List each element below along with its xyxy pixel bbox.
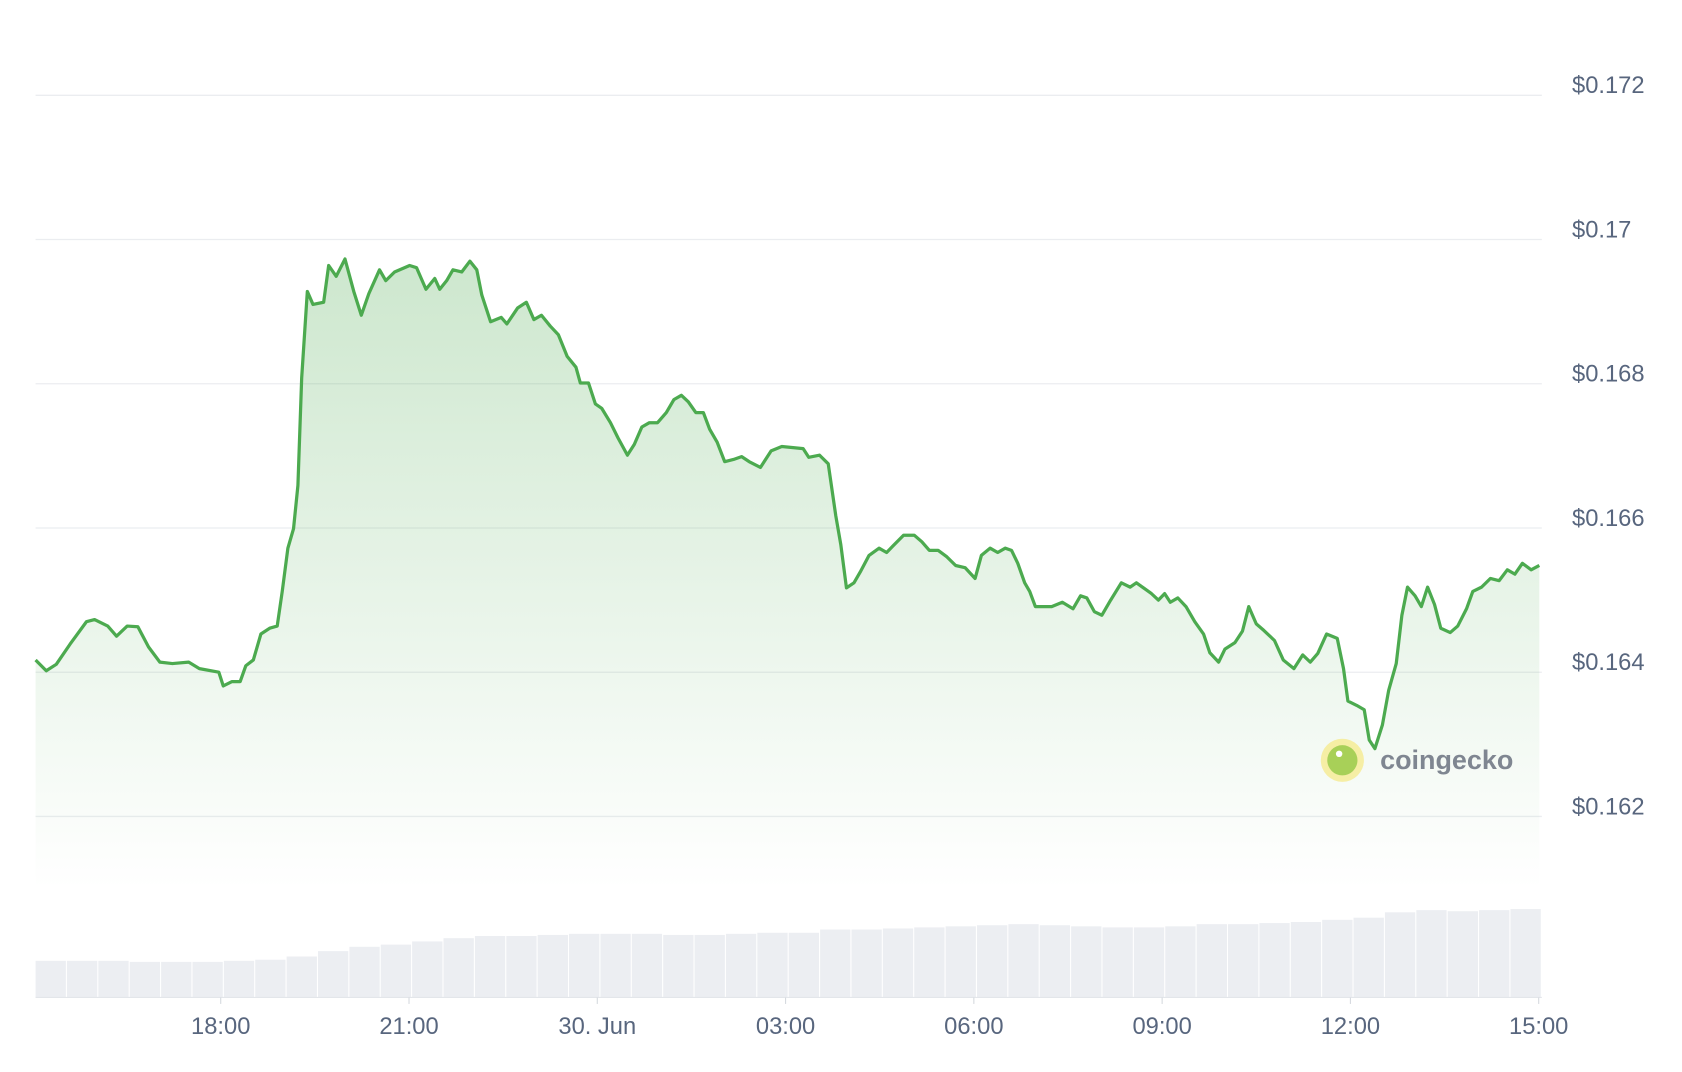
volume-bar [1479,910,1510,998]
x-tick-label: 09:00 [1132,1014,1191,1040]
volume-bar [1510,909,1541,998]
volume-bar [1039,925,1071,998]
volume-bar [474,936,506,998]
volume-bar [223,960,255,998]
volume-bar [443,938,474,998]
volume-bar [1133,927,1165,998]
volume-bar [506,936,537,998]
volume-bar [537,934,568,998]
volume-bar [98,960,129,998]
volume-bar [1008,924,1039,998]
volume-bar [1290,921,1322,998]
volume-bar [1165,926,1196,998]
x-tick-label: 12:00 [1321,1014,1380,1040]
x-tick-label: 03:00 [756,1014,815,1040]
watermark: coingecko [1380,745,1513,775]
y-tick-label: $0.162 [1572,794,1645,820]
volume-bar [914,927,945,998]
volume-bar [1259,923,1290,998]
volume-bar [631,933,663,998]
volume-bar [1102,927,1133,998]
volume-bar [255,959,286,998]
volume-bar [945,926,976,998]
volume-bar [569,933,600,998]
volume-bar [600,933,631,998]
volume-bar [725,933,757,998]
volume-bar [882,928,914,998]
y-tick-label: $0.164 [1572,650,1645,676]
volume-bar [1071,926,1102,998]
volume-bar [380,944,412,998]
volume-bar [1228,924,1259,998]
x-tick-label: 21:00 [379,1014,438,1040]
x-tick-label: 30. Jun [558,1014,636,1040]
volume-bar [286,956,317,998]
volume-bar [976,925,1008,998]
volume-bar [1322,919,1353,998]
y-tick-label: $0.17 [1572,217,1631,243]
volume-bar [35,960,66,998]
volume-bar [1416,910,1447,998]
y-tick-label: $0.166 [1572,506,1645,532]
volume-bar [757,932,788,998]
x-tick-label: 18:00 [191,1014,250,1040]
price-area [35,258,1540,889]
x-tick-label: 15:00 [1509,1014,1568,1040]
volume-bar [318,951,349,998]
volume-bar [851,929,882,998]
volume-bar [1353,917,1384,998]
y-tick-label: $0.172 [1572,73,1645,99]
volume-bar [192,961,223,998]
volume-bar [129,961,161,998]
volume-bar [161,961,192,998]
volume-bar [663,934,694,998]
watermark-logo [1320,738,1364,782]
volume-bar [66,960,98,998]
volume-bar [349,946,380,998]
y-tick-label: $0.168 [1572,362,1645,388]
volume-bar [1447,911,1478,998]
x-tick-label: 06:00 [944,1014,1003,1040]
volume-bar [412,941,443,998]
price-line [34,257,1541,751]
volume-bar [788,932,820,998]
volume-bar [1384,912,1416,998]
volume-bar [694,934,725,998]
volume-bar [1196,924,1227,998]
volume-bar [820,929,851,998]
